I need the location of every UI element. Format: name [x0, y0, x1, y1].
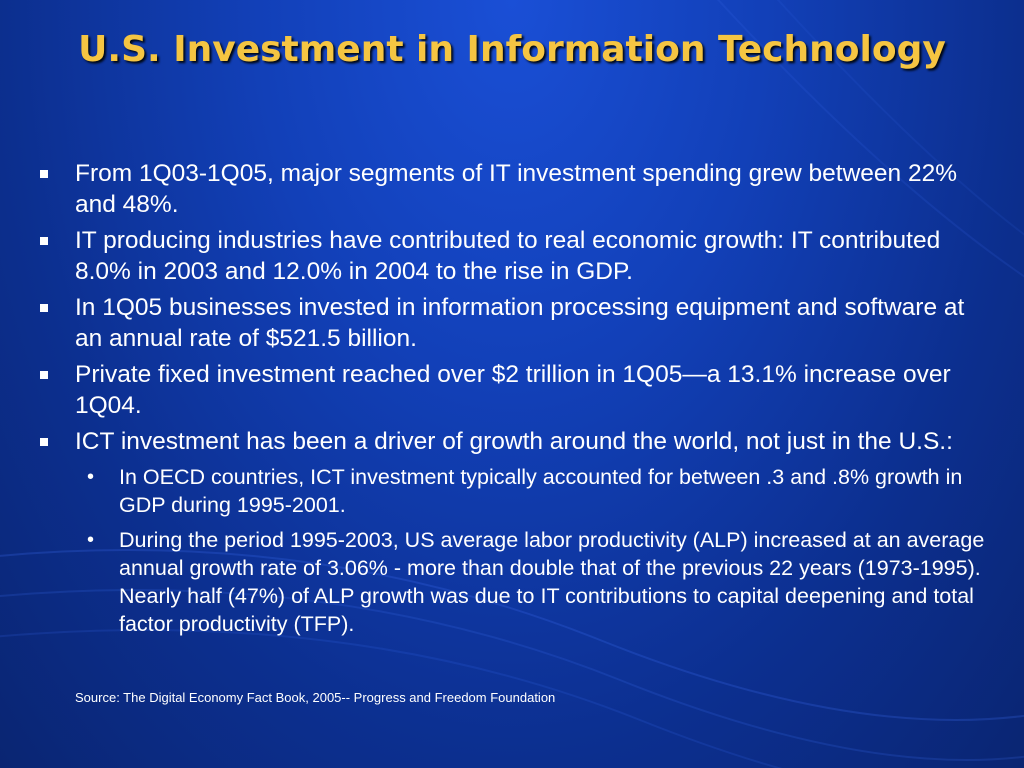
- square-bullet-icon: [40, 170, 48, 178]
- bullet-text: From 1Q03-1Q05, major segments of IT inv…: [75, 160, 957, 218]
- bullet-item: Private fixed investment reached over $2…: [40, 359, 990, 421]
- source-citation: Source: The Digital Economy Fact Book, 2…: [75, 690, 556, 705]
- dot-bullet-icon: •: [87, 529, 95, 551]
- sub-bullet-text: In OECD countries, ICT investment typica…: [119, 465, 963, 517]
- bullet-item: In 1Q05 businesses invested in informati…: [40, 292, 990, 354]
- square-bullet-icon: [40, 237, 48, 245]
- sub-bullet-list: • In OECD countries, ICT investment typi…: [85, 463, 990, 638]
- bullet-text: Private fixed investment reached over $2…: [75, 361, 951, 419]
- square-bullet-icon: [40, 438, 48, 446]
- square-bullet-icon: [40, 371, 48, 379]
- dot-bullet-icon: •: [87, 466, 95, 488]
- bullet-item: From 1Q03-1Q05, major segments of IT inv…: [40, 158, 990, 220]
- bullet-text: ICT investment has been a driver of grow…: [75, 428, 953, 455]
- bullet-item: ICT investment has been a driver of grow…: [40, 426, 990, 638]
- bullet-item: IT producing industries have contributed…: [40, 225, 990, 287]
- square-bullet-icon: [40, 304, 48, 312]
- slide-title: U.S. Investment in Information Technolog…: [78, 29, 946, 70]
- sub-bullet-item: • In OECD countries, ICT investment typi…: [85, 463, 990, 519]
- sub-bullet-item: • During the period 1995-2003, US averag…: [85, 526, 990, 638]
- sub-bullet-text: During the period 1995-2003, US average …: [119, 528, 985, 636]
- bullet-text: In 1Q05 businesses invested in informati…: [75, 294, 965, 352]
- bullet-list: From 1Q03-1Q05, major segments of IT inv…: [40, 158, 990, 645]
- bullet-text: IT producing industries have contributed…: [75, 227, 941, 285]
